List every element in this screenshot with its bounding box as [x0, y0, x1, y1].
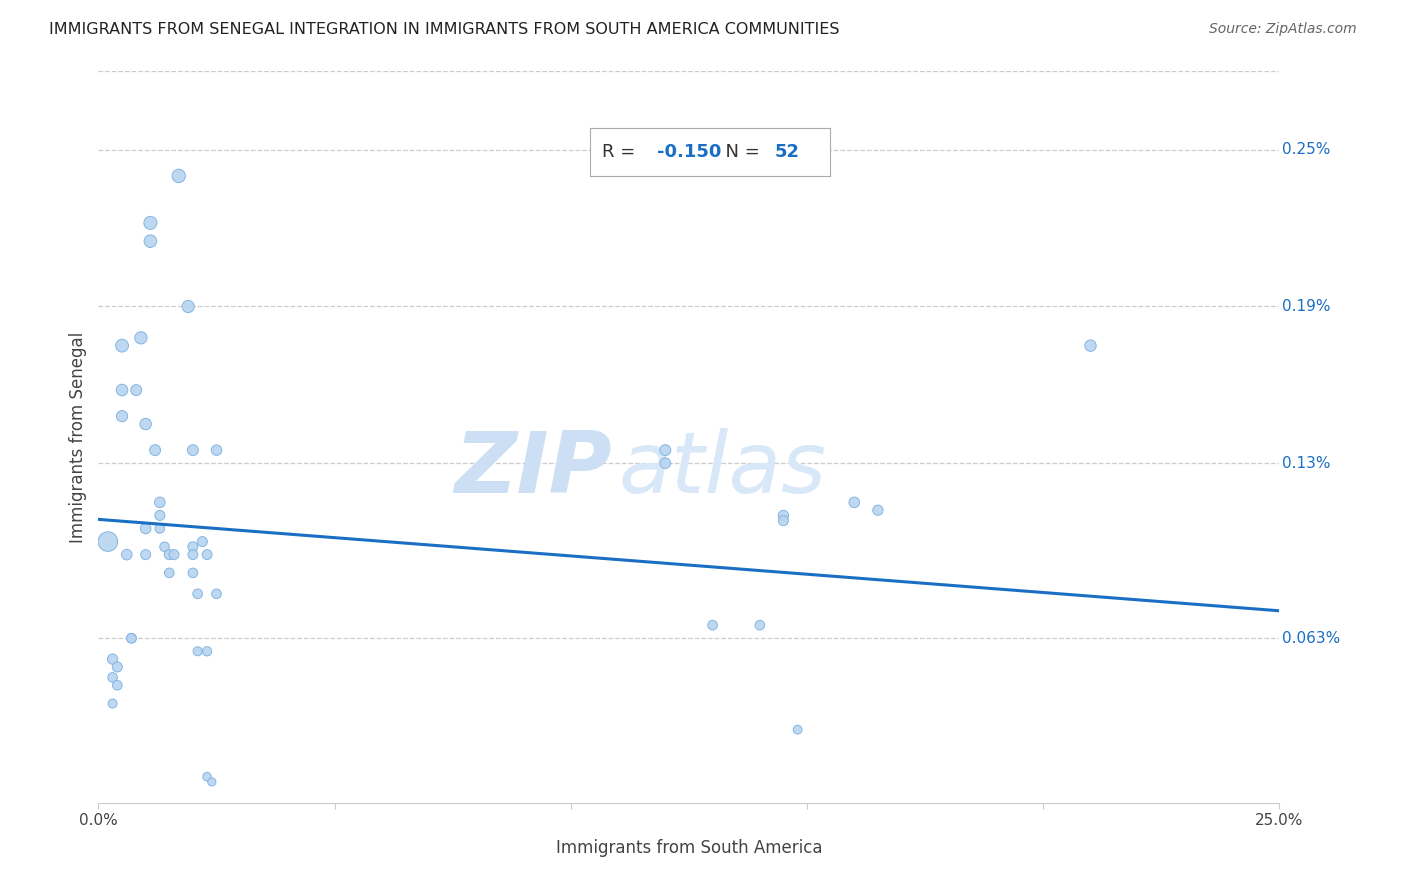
Text: Source: ZipAtlas.com: Source: ZipAtlas.com — [1209, 22, 1357, 37]
Point — [195, 644, 218, 658]
Point — [654, 456, 676, 470]
Point — [153, 540, 176, 554]
Point — [105, 660, 128, 674]
Point — [195, 770, 218, 784]
Point — [786, 723, 808, 737]
Point — [181, 566, 204, 580]
Text: atlas: atlas — [619, 428, 827, 511]
Point — [139, 234, 162, 248]
Point — [121, 632, 143, 646]
Point — [125, 383, 148, 397]
Point — [101, 670, 124, 684]
Point — [115, 548, 138, 562]
Point — [129, 331, 152, 345]
Point — [748, 618, 770, 632]
Point — [654, 443, 676, 458]
Point — [844, 495, 866, 509]
Text: IMMIGRANTS FROM SENEGAL INTEGRATION IN IMMIGRANTS FROM SOUTH AMERICA COMMUNITIES: IMMIGRANTS FROM SENEGAL INTEGRATION IN I… — [49, 22, 839, 37]
Point — [772, 508, 794, 523]
Point — [97, 534, 120, 549]
Point — [181, 540, 204, 554]
Point — [143, 443, 166, 458]
Point — [121, 632, 143, 646]
Point — [866, 503, 889, 517]
Point — [149, 495, 172, 509]
Text: 0.25%: 0.25% — [1282, 142, 1330, 157]
Point — [135, 521, 157, 535]
Point — [111, 338, 134, 352]
Text: R =: R = — [602, 143, 641, 161]
Point — [177, 300, 200, 314]
Text: 0.19%: 0.19% — [1282, 299, 1330, 314]
Point — [111, 383, 134, 397]
Point — [191, 534, 214, 549]
Point — [105, 678, 128, 692]
Point — [205, 443, 228, 458]
Point — [157, 566, 180, 580]
Point — [201, 775, 224, 789]
Text: 0.063%: 0.063% — [1282, 631, 1340, 646]
Point — [135, 417, 157, 431]
Point — [135, 548, 157, 562]
Point — [101, 697, 124, 711]
Y-axis label: Immigrants from Senegal: Immigrants from Senegal — [69, 332, 87, 542]
Text: -0.150: -0.150 — [657, 143, 721, 161]
Point — [772, 514, 794, 528]
Point — [111, 409, 134, 424]
Point — [181, 443, 204, 458]
Text: 52: 52 — [775, 143, 800, 161]
Text: ZIP: ZIP — [454, 428, 612, 511]
Point — [157, 548, 180, 562]
Point — [139, 216, 162, 230]
Point — [187, 644, 209, 658]
Point — [195, 548, 218, 562]
Point — [1080, 338, 1102, 352]
Point — [187, 587, 209, 601]
Point — [167, 169, 190, 183]
Point — [181, 548, 204, 562]
Point — [101, 652, 124, 666]
Point — [149, 521, 172, 535]
Point — [163, 548, 186, 562]
Point — [149, 508, 172, 523]
Point — [702, 618, 724, 632]
Text: N =: N = — [714, 143, 766, 161]
X-axis label: Immigrants from South America: Immigrants from South America — [555, 839, 823, 857]
Text: 0.13%: 0.13% — [1282, 456, 1330, 471]
Point — [205, 587, 228, 601]
